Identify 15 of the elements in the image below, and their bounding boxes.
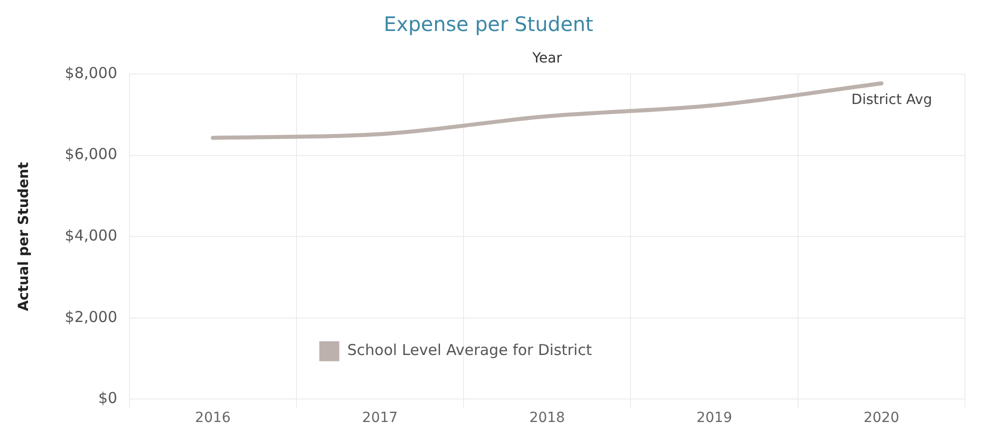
x-tick-label: 2016 xyxy=(195,410,231,426)
x-tick-label: 2020 xyxy=(864,410,900,426)
chart-title: Expense per Student xyxy=(384,12,594,36)
x-tick-label: 2019 xyxy=(696,410,732,426)
y-tick-label: $2,000 xyxy=(64,308,118,326)
x-axis-title: Year xyxy=(531,50,562,67)
annotation: District Avg xyxy=(851,92,932,108)
y-tick-label: $6,000 xyxy=(64,145,118,164)
y-tick-label: $8,000 xyxy=(64,64,118,82)
y-axis-title: Actual per Student xyxy=(16,162,32,312)
x-tick-label: 2017 xyxy=(362,410,398,426)
y-tick-label: $4,000 xyxy=(64,226,118,244)
legend-label: School Level Average for District xyxy=(347,341,592,360)
y-tick-label: $0 xyxy=(98,389,118,408)
x-tick-label: 2018 xyxy=(529,410,565,426)
